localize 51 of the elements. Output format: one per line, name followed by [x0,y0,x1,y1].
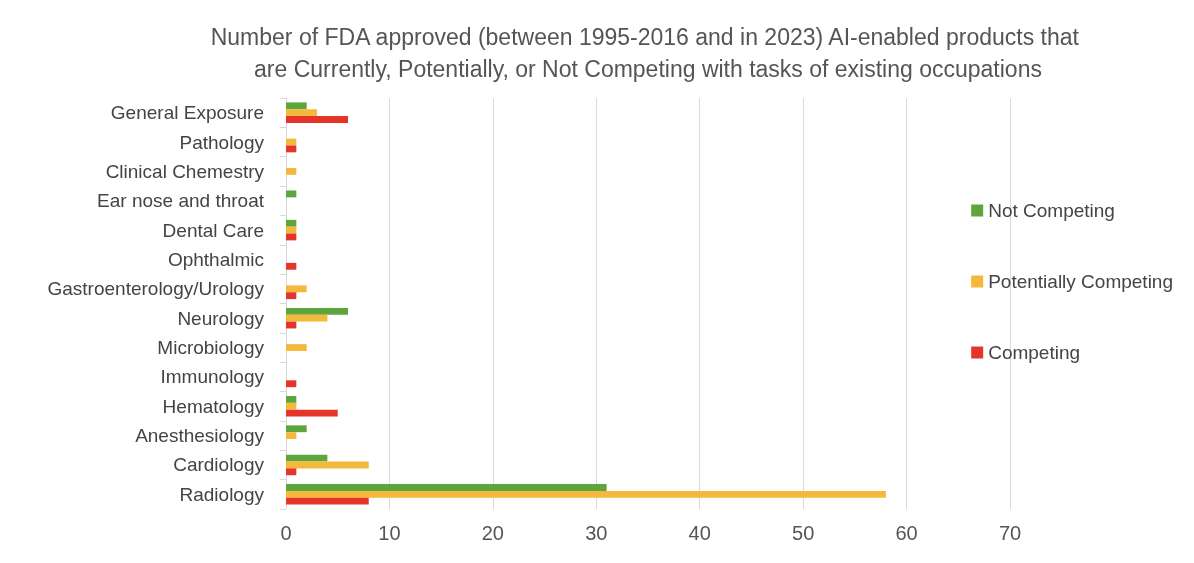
y-tick-label: Pathology [179,131,265,153]
y-tick-label: Radiology [179,483,265,505]
bar [286,145,297,153]
bar [286,380,297,388]
chart-title: Number of FDA approved (between 1995-2016 and in 2023) AI-enabled products that are Currently, Potentially, or Not Competing with tasks of existing occupations [210,24,1086,82]
bar [286,292,297,300]
bar [286,432,297,440]
x-tick-label: 10 [378,522,401,544]
bar [286,468,297,476]
x-tick-label: 60 [895,522,918,544]
bar [286,497,369,505]
bar [286,395,297,403]
y-tick-label: Microbiology [157,337,265,359]
bar [286,425,307,433]
bar [286,190,297,198]
bar [286,490,886,498]
bar [286,307,349,315]
x-tick-label: 30 [585,522,608,544]
y-tick-label: Gastroenterology/Urology [47,278,265,300]
bar [286,314,328,322]
bar [286,402,297,410]
legend-label: Not Competing [988,200,1115,221]
bar [286,109,318,117]
y-tick-label: Hematology [162,395,265,417]
x-tick-label: 20 [481,522,504,544]
y-tick-label: Immunology [160,366,265,388]
bar [286,226,297,234]
legend-label: Potentially Competing [988,271,1173,292]
y-tick-label: Anesthesiology [135,425,265,447]
bar [286,102,307,110]
y-tick-label: Ophthalmic [167,248,264,270]
bar [286,484,607,491]
y-tick-label: Dental Care [162,219,264,241]
legend-label: Competing [988,342,1081,363]
bar [286,409,338,417]
bar [286,262,297,270]
bar [286,219,297,227]
bar [286,116,349,123]
y-tick-label: General Exposure [110,102,264,124]
bar [286,285,307,293]
bar [286,454,328,462]
x-tick-label: 0 [280,522,292,544]
x-tick-label: 50 [792,522,815,544]
y-tick-label: Clinical Chemestry [105,160,265,182]
y-tick-label: Neurology [177,307,265,329]
x-tick-label: 40 [688,522,711,544]
x-tick-label: 70 [998,522,1022,544]
y-tick-label: Cardiology [173,454,265,476]
y-tick-label: Ear nose and throat [97,190,265,212]
bar [286,344,307,351]
bar [286,167,297,175]
